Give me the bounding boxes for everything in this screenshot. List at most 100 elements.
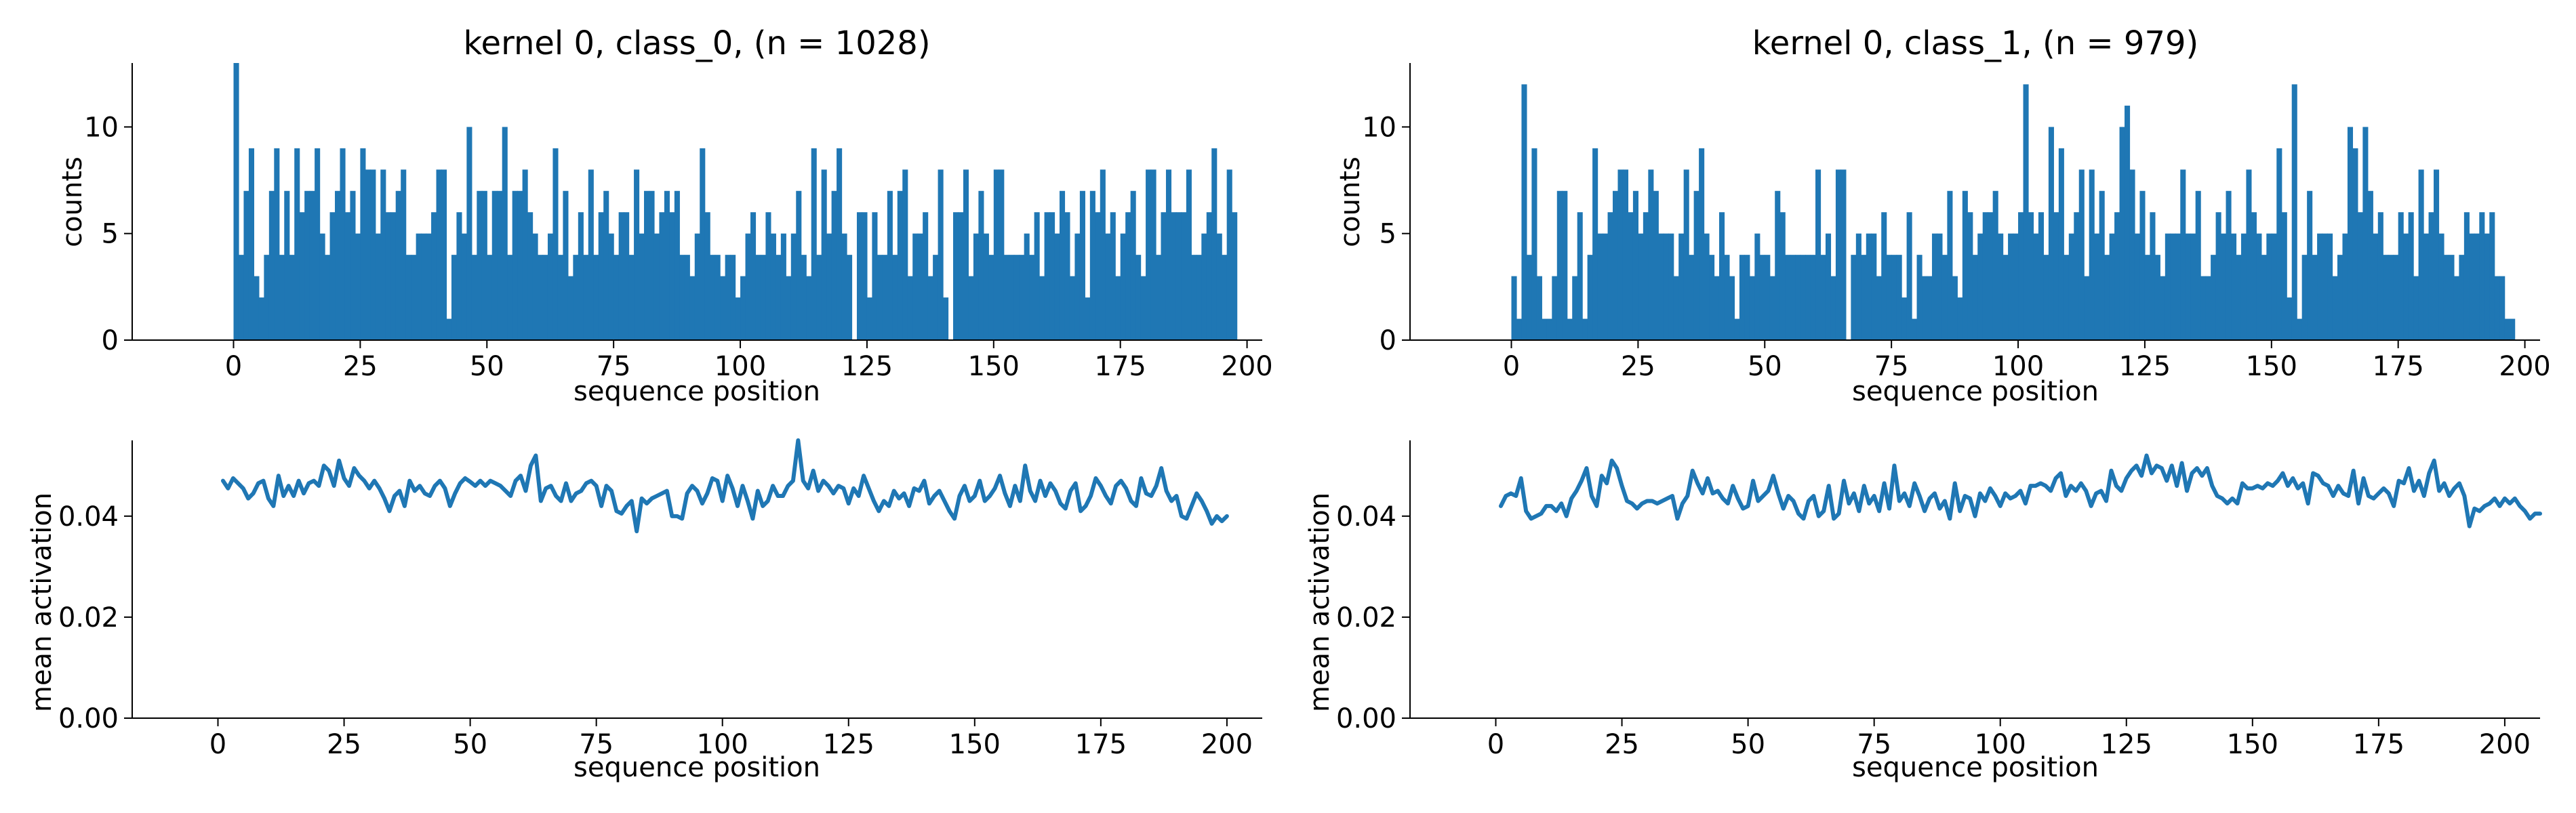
x-tick-label: 100: [715, 351, 766, 382]
histogram-bar: [2251, 212, 2257, 340]
series-line: [1498, 453, 2542, 528]
histogram-bar: [2499, 276, 2505, 340]
histogram-bar: [1632, 190, 1638, 340]
histogram-bar: [1146, 169, 1152, 340]
histogram-bar: [1165, 169, 1172, 340]
histogram-bar: [309, 190, 315, 340]
histogram-bar: [1912, 318, 1918, 340]
histogram-bar: [1800, 255, 1806, 340]
histogram-bar: [2443, 255, 2450, 340]
histogram-bar: [689, 276, 696, 340]
histogram-bar: [2373, 233, 2379, 340]
histogram-bar: [1835, 169, 1842, 340]
y-tick-label: 0: [102, 325, 119, 356]
histogram-bar: [1653, 190, 1659, 340]
histogram-bar: [390, 212, 397, 340]
histogram-bar: [653, 233, 660, 340]
panel-class1-histogram: kernel 0, class_1, (n = 979) 0 25 50 75 100 1…: [1335, 24, 2551, 407]
x-tick-label: 125: [841, 351, 893, 382]
x-axis-label: sequence position: [573, 376, 820, 407]
histogram-bar: [628, 255, 635, 340]
histogram-bar: [973, 233, 979, 340]
histogram-bar: [456, 212, 462, 340]
x-tick-label: 100: [697, 729, 748, 760]
histogram-bar: [2008, 233, 2014, 340]
histogram-bar: [2068, 233, 2074, 340]
histogram-bar: [2388, 255, 2394, 340]
histogram-bar: [573, 255, 579, 340]
histogram-bar: [299, 212, 305, 340]
histogram-bar: [1840, 169, 1847, 340]
histogram-bar: [1982, 212, 1988, 340]
histogram-bar: [634, 169, 640, 340]
histogram-bar: [431, 212, 437, 340]
histogram-bar: [649, 190, 655, 340]
histogram-bar: [304, 190, 310, 340]
histogram-bar: [355, 233, 361, 340]
histogram-bar: [2180, 169, 2186, 340]
y-axis: 0.00 0.02 0.04: [1336, 440, 1411, 734]
histogram-bar: [2013, 233, 2019, 340]
histogram-bar: [1603, 233, 1609, 340]
histogram-bar: [2312, 255, 2318, 340]
histogram-bar: [725, 255, 731, 340]
histogram-bar: [385, 212, 391, 340]
histogram-bar: [624, 212, 630, 340]
histogram-bar: [2023, 84, 2029, 340]
histogram-bar: [1754, 233, 1760, 340]
chart-title: kernel 0, class_1, (n = 979): [1752, 24, 2199, 62]
histogram-bar: [1922, 276, 1928, 340]
histogram-bar: [1572, 276, 1578, 340]
x-tick-label: 175: [2373, 351, 2424, 382]
histogram-bar: [2479, 212, 2485, 340]
y-axis-label: counts: [1335, 157, 1366, 247]
histogram-bar: [2449, 255, 2455, 340]
x-tick-label: 150: [2227, 729, 2278, 760]
histogram-bar: [2226, 190, 2232, 340]
histogram-bar: [411, 255, 417, 340]
histogram-bar: [2215, 212, 2221, 340]
histogram-bar: [700, 148, 706, 340]
histogram-bar: [831, 190, 837, 340]
histogram-bar: [350, 190, 356, 340]
histogram-bar: [1069, 276, 1076, 340]
histogram-bar: [704, 212, 710, 340]
histogram-bar: [1029, 255, 1035, 340]
y-tick-label: 0.02: [58, 602, 119, 633]
histogram-bar: [1216, 233, 1222, 340]
histogram-bar: [856, 212, 863, 340]
histogram-bar: [512, 190, 518, 340]
histogram-bar: [953, 212, 959, 340]
y-tick-label: 0.04: [1336, 501, 1396, 533]
histogram-bar: [1896, 255, 1902, 340]
histogram-bar: [2003, 255, 2009, 340]
histogram-bar: [1901, 297, 1908, 340]
x-tick-label: 50: [470, 351, 504, 382]
histogram-bar: [315, 148, 321, 340]
histogram-bar: [1714, 276, 1720, 340]
y-axis: 0 5 10: [1362, 63, 1411, 356]
x-tick-label: 125: [823, 729, 874, 760]
histogram-bar: [2099, 190, 2105, 340]
histogram-bar: [1689, 255, 1695, 340]
line-group: [220, 438, 1229, 534]
histogram-bar: [329, 212, 336, 340]
histogram-bar: [1587, 255, 1593, 340]
histogram-bar: [958, 212, 964, 340]
histogram-bar: [1988, 212, 1994, 340]
histogram-bar: [1825, 233, 1832, 340]
histogram-bar: [344, 212, 351, 340]
histogram-bar: [694, 233, 700, 340]
histogram-bar: [1957, 297, 1963, 340]
histogram-bar: [532, 233, 538, 340]
histogram-bar: [416, 233, 422, 340]
histogram-bar: [1992, 190, 1998, 340]
histogram-bar: [1130, 190, 1136, 340]
histogram-bar: [2307, 190, 2313, 340]
histogram-bar: [1044, 212, 1050, 340]
histogram-bar: [2114, 212, 2120, 340]
histogram-bar: [1765, 255, 1771, 340]
histogram-bar: [1161, 212, 1167, 340]
histogram-bar: [2144, 255, 2150, 340]
